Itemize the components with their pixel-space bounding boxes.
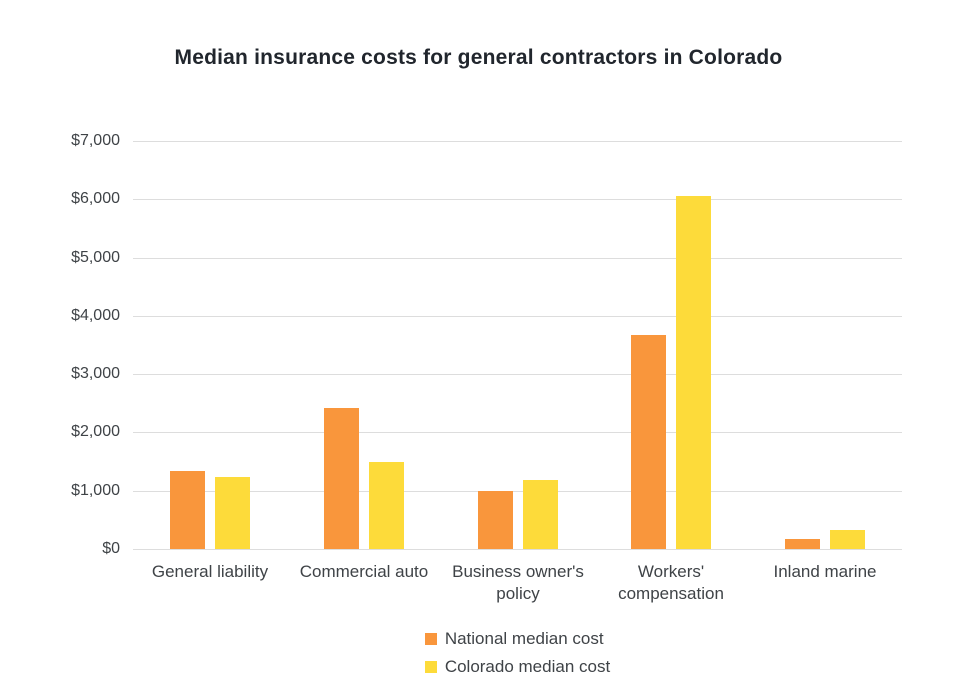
- bar-national: [631, 335, 666, 549]
- legend-item: National median cost: [424, 627, 604, 651]
- y-axis-tick-label: $1,000: [71, 482, 120, 499]
- bar-colorado: [523, 480, 558, 549]
- x-axis-category-label: Inland marine: [773, 562, 877, 581]
- legend-label: National median cost: [444, 629, 604, 648]
- y-axis-tick-label: $3,000: [71, 365, 120, 382]
- y-axis-tick-label: $4,000: [71, 307, 120, 324]
- y-axis-tick-label: $2,000: [71, 423, 120, 440]
- bar-colorado: [830, 530, 865, 549]
- y-gridline: [133, 258, 902, 259]
- bar-national: [324, 408, 359, 549]
- legend-item: Colorado median cost: [424, 655, 611, 679]
- y-axis-tick-label: $7,000: [71, 132, 120, 149]
- bar-national: [785, 539, 820, 549]
- legend-swatch-icon: [424, 633, 437, 645]
- bar-colorado: [369, 462, 404, 549]
- y-gridline: [133, 141, 902, 142]
- bar-national: [478, 491, 513, 549]
- y-axis-tick-label: $5,000: [71, 249, 120, 266]
- chart-title: Median insurance costs for general contr…: [174, 46, 783, 69]
- y-gridline: [133, 491, 902, 492]
- x-axis-category-label: Workers' compensation: [618, 562, 724, 603]
- y-gridline: [133, 316, 902, 317]
- y-gridline: [133, 432, 902, 433]
- y-axis-tick-label: $6,000: [71, 190, 120, 207]
- chart-legend: National median cost Colorado median cost: [133, 627, 902, 679]
- x-axis-category-label: General liability: [151, 562, 269, 581]
- bar-national: [170, 471, 205, 549]
- y-axis-tick-label: $0: [102, 540, 120, 557]
- legend-label: Colorado median cost: [444, 657, 611, 676]
- legend-items: National median cost Colorado median cost: [424, 627, 611, 679]
- bar-colorado: [676, 196, 711, 549]
- x-axis-category-label: Commercial auto: [299, 562, 429, 581]
- y-gridline: [133, 374, 902, 375]
- x-axis-category-label: Business owner's policy: [452, 562, 584, 603]
- y-gridline: [133, 199, 902, 200]
- legend-swatch-icon: [424, 661, 437, 673]
- y-gridline: [133, 549, 902, 550]
- bar-colorado: [215, 477, 250, 549]
